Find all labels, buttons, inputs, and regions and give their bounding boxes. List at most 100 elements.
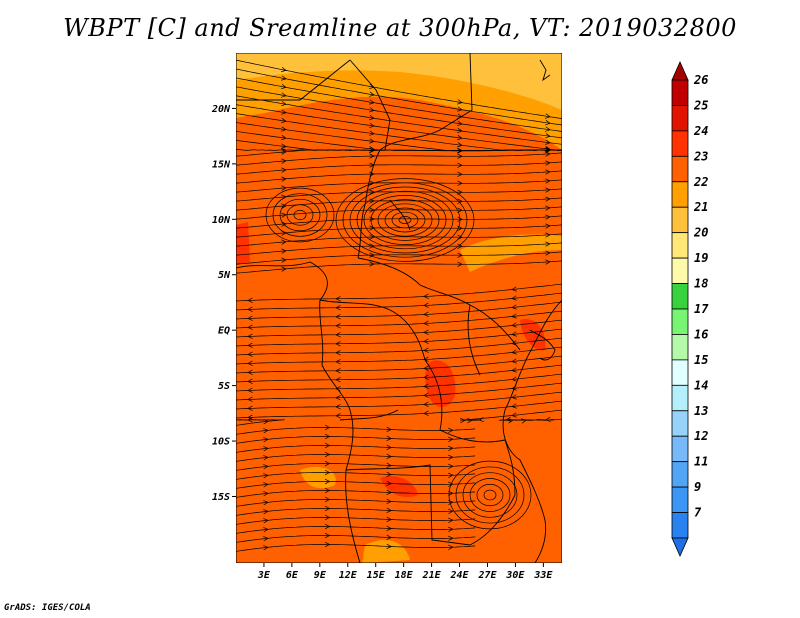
streamline-arrow <box>369 130 375 136</box>
streamline-arrow <box>281 176 287 182</box>
streamline-arrow <box>386 534 392 540</box>
x-tick-label: 15E <box>367 570 386 581</box>
streamline-arrow <box>281 185 287 191</box>
vortex-ring <box>279 198 321 232</box>
streamline-arrow <box>511 394 517 400</box>
streamline-arrow <box>247 315 253 321</box>
streamline-arrow <box>457 198 463 204</box>
streamline <box>236 59 562 119</box>
x-tick-label: 12E <box>339 570 358 581</box>
streamline-arrow <box>457 153 463 159</box>
streamline <box>236 95 562 145</box>
colorbar-swatch <box>671 384 689 412</box>
streamline <box>236 149 562 157</box>
wbpt-fill-hot-spot <box>380 475 418 497</box>
colorbar-swatch <box>671 232 689 259</box>
streamline-arrow <box>423 401 429 407</box>
streamline-arrow <box>281 167 287 173</box>
streamline-arrow <box>281 66 287 73</box>
streamline-arrow <box>386 525 392 531</box>
streamline-arrow <box>247 360 253 366</box>
x-tick-label: 9E <box>314 570 327 581</box>
vortex-ring <box>462 472 518 518</box>
grads-credit: GrADS: IGES/COLA <box>4 603 91 613</box>
vortex-ring <box>293 209 307 221</box>
map-axis-ticks: 20N 15N 10N 5N EQ 5S 10S 15S 3E 6E 9E 12E 15E 18E 21E 2… <box>211 104 553 581</box>
streamline-arrow <box>247 369 253 375</box>
streamline-arrow <box>545 120 551 126</box>
streamline <box>236 391 562 410</box>
vortex-ring <box>384 207 426 233</box>
streamline <box>236 364 562 383</box>
y-tick-label: 20N <box>211 104 231 115</box>
streamline-arrow <box>448 427 454 433</box>
streamline-arrow <box>281 212 287 218</box>
streamline-arrow <box>423 383 429 389</box>
streamline-arrow <box>281 143 287 149</box>
vortex-ring <box>377 203 433 237</box>
colorbar-label: 15 <box>694 353 708 367</box>
streamline-arrow <box>457 243 463 249</box>
streamline-arrow <box>545 205 551 211</box>
streamline-arrow <box>448 535 454 541</box>
colorbar-label: 14 <box>694 378 708 392</box>
streamline-arrow <box>511 412 517 418</box>
streamline-arrow <box>335 296 341 302</box>
streamline-arrow <box>545 133 551 139</box>
colorbar-label: 11 <box>694 455 708 469</box>
streamline-arrow <box>386 543 392 549</box>
vortex-ring <box>398 216 412 224</box>
vortex-ring <box>469 478 511 512</box>
streamline-arrow <box>281 203 287 209</box>
streamline-arrow <box>545 169 551 175</box>
streamline-arrow <box>448 436 454 442</box>
colorbar-swatch <box>671 155 689 183</box>
streamline-arrow <box>369 261 375 267</box>
y-tick-label: 5N <box>218 270 231 281</box>
streamline-arrow <box>423 311 429 317</box>
vortex-ring <box>272 193 328 237</box>
streamlines-layer <box>236 59 562 552</box>
streamline-arrow <box>369 99 375 105</box>
streamline-arrow <box>457 207 463 213</box>
colorbar-swatch <box>671 130 689 157</box>
streamline-arrow <box>505 416 512 422</box>
streamline-arrow <box>281 92 287 98</box>
streamline-arrow <box>247 333 253 339</box>
streamline-arrow <box>247 405 253 411</box>
streamline-arrow <box>511 304 517 310</box>
streamline-arrow <box>247 387 253 393</box>
streamline-arrow <box>369 147 375 154</box>
streamline-arrow <box>386 435 392 441</box>
streamline-arrow <box>335 377 341 383</box>
streamline-arrow <box>247 417 253 423</box>
streamline-arrow <box>457 120 463 126</box>
streamline <box>236 206 562 220</box>
x-tick-label: 24E <box>450 570 470 581</box>
streamline-arrow <box>511 331 517 337</box>
streamline-arrow <box>423 329 429 335</box>
streamline-arrow <box>386 480 392 486</box>
streamline-arrow <box>281 75 287 81</box>
streamline-arrow <box>423 320 429 326</box>
y-tick-label: 5S <box>218 381 230 392</box>
colorbar-max-arrow <box>671 61 689 81</box>
streamline-arrow <box>448 481 454 487</box>
y-tick-label: EQ <box>218 326 230 337</box>
streamline-arrow <box>511 349 517 355</box>
streamline <box>236 152 562 166</box>
streamline <box>236 104 562 151</box>
streamline-arrow <box>423 293 429 299</box>
vortex-ring <box>349 186 461 254</box>
colorbar-swatch <box>671 206 689 234</box>
streamline-arrow <box>281 83 287 90</box>
vortex-ring <box>483 489 497 501</box>
x-tick-label: 6E <box>286 570 299 581</box>
map-panel: 20N 15N 10N 5N EQ 5S 10S 15S 3E 6E 9E 12E 15E 18E 21E 2… <box>211 53 562 581</box>
streamline-arrow <box>281 117 287 124</box>
streamline-arrow <box>545 187 551 193</box>
streamline-arrow <box>457 261 463 267</box>
colorbar-swatch <box>671 105 689 132</box>
colorbar-swatch <box>671 283 689 310</box>
